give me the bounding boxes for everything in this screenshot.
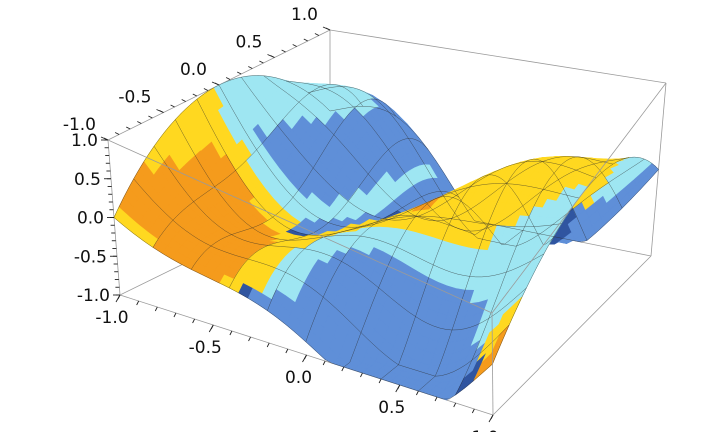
- z-tick-label: -0.5: [74, 247, 107, 267]
- y-minor-tick: [259, 60, 264, 64]
- x-tick-label: -1.0: [95, 308, 128, 328]
- axis-tick-labels: -1.0-0.50.00.51.0-1.0-0.50.00.51.0-1.0-0…: [63, 5, 499, 432]
- mesh-line: [418, 158, 588, 392]
- axis-ticks: [100, 26, 494, 423]
- x-minor-tick: [378, 378, 382, 384]
- mesh-line: [455, 156, 623, 396]
- mesh-line: [308, 86, 645, 247]
- y-tick-label: 0.5: [235, 33, 262, 53]
- z-tick-label: -1.0: [77, 286, 110, 306]
- y-minor-tick: [225, 77, 231, 80]
- y-minor-tick: [114, 132, 120, 135]
- y-minor-tick: [236, 71, 242, 75]
- x-tick-label: 0.0: [285, 368, 312, 388]
- y-minor-tick: [281, 49, 286, 53]
- z-tick-label: 1.0: [71, 131, 98, 151]
- y-minor-tick: [125, 126, 131, 130]
- x-tick-label: 0.5: [378, 398, 405, 418]
- y-tick-label: -1.0: [63, 115, 96, 135]
- x-minor-tick: [117, 294, 121, 300]
- mesh-line: [241, 77, 597, 221]
- x-minor-tick: [490, 414, 494, 420]
- box-edge-front: [491, 82, 667, 314]
- x-minor-tick: [173, 312, 177, 318]
- mesh-line: [285, 80, 630, 232]
- mesh-line: [263, 75, 614, 222]
- box-edge-back: [329, 29, 667, 84]
- x-minor-tick: [322, 360, 326, 366]
- y-minor-tick: [170, 104, 175, 108]
- box-edge-back: [492, 255, 652, 416]
- x-minor-tick: [415, 390, 419, 396]
- mesh-line: [343, 196, 523, 368]
- y-minor-tick: [137, 121, 142, 124]
- y-minor-tick: [303, 38, 309, 42]
- y-minor-tick: [192, 93, 198, 97]
- x-minor-tick: [285, 348, 289, 354]
- z-tick-label: 0.0: [77, 209, 104, 229]
- x-tick-label: -0.5: [189, 338, 222, 358]
- y-minor-tick: [248, 66, 253, 69]
- mesh-line: [329, 106, 659, 243]
- y-minor-tick: [181, 99, 186, 102]
- y-minor-tick: [159, 110, 164, 113]
- x-minor-tick: [397, 384, 401, 390]
- x-minor-tick: [136, 300, 140, 306]
- x-minor-tick: [266, 342, 270, 348]
- x-minor-tick: [154, 306, 158, 312]
- x-minor-tick: [471, 408, 475, 414]
- x-minor-tick: [304, 354, 307, 360]
- y-tick-label: 0.0: [180, 60, 207, 80]
- y-minor-tick: [292, 44, 297, 47]
- x-tick-label: 1.0: [471, 428, 498, 432]
- x-minor-tick: [210, 324, 214, 330]
- y-minor-tick: [270, 55, 275, 58]
- y-tick-label: -0.5: [118, 88, 151, 108]
- x-minor-tick: [192, 318, 196, 324]
- y-tick-label: 1.0: [291, 5, 318, 25]
- mesh-line: [218, 84, 580, 228]
- surface-mesh: [113, 75, 659, 401]
- box-edge-front: [491, 312, 494, 416]
- x-minor-tick: [229, 330, 233, 336]
- x-minor-tick: [341, 366, 345, 372]
- y-minor-tick: [314, 33, 320, 36]
- mesh-line: [380, 174, 555, 380]
- x-minor-tick: [360, 372, 363, 378]
- y-minor-tick: [203, 88, 209, 91]
- bounding-box-front: [107, 82, 667, 416]
- y-minor-tick: [148, 115, 153, 119]
- y-minor-tick: [325, 27, 331, 31]
- x-minor-tick: [248, 336, 251, 342]
- box-edge-front: [107, 139, 493, 314]
- x-minor-tick: [453, 402, 457, 408]
- x-minor-tick: [434, 396, 438, 402]
- z-tick-label: 0.5: [74, 170, 101, 190]
- y-minor-tick: [214, 82, 220, 86]
